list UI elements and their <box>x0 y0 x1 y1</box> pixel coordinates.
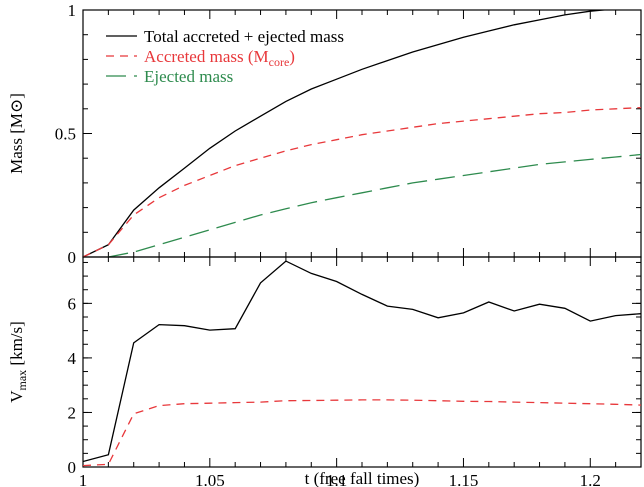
legend-label-ejected: Ejected mass <box>144 67 233 86</box>
mass-panel-series <box>83 10 641 257</box>
mass-y-tick-label: 0 <box>68 248 77 267</box>
vmax-y-tick-label: 0 <box>68 458 77 477</box>
vmax-y-tick-label: 4 <box>68 349 77 368</box>
mass-series-2-line <box>108 153 641 257</box>
vmax-panel: 0 2 4 6 1 1.05 1.1 1.15 1.2 Vmax [km/s] t (free … <box>7 256 642 487</box>
legend-label-total: Total accreted + ejected mass <box>144 27 344 46</box>
x-tick-label: 1.05 <box>195 471 225 487</box>
legend: Total accreted + ejected mass Accreted m… <box>106 27 344 86</box>
mass-series-0-line <box>83 10 610 257</box>
mass-y-tick-label: 1 <box>68 1 77 20</box>
vmax-panel-tick-labels: 0 2 4 6 1 1.05 1.1 1.15 1.2 <box>68 294 601 487</box>
vmax-y-axis-label-main: V <box>7 390 26 403</box>
mass-panel-tick-labels: 00.51 <box>55 1 76 267</box>
vmax-y-axis-label-sub: max <box>15 370 29 391</box>
x-tick-label: 1.15 <box>449 471 479 487</box>
legend-label-accreted-suffix: ) <box>289 47 295 66</box>
x-tick-label: 1.2 <box>580 471 601 487</box>
legend-label-accreted-main: Accreted mass (M <box>144 47 269 66</box>
mass-y-axis-label: Mass [M⊙] <box>7 93 26 174</box>
vmax-y-tick-label: 2 <box>68 403 77 422</box>
vmax-panel-frame <box>82 256 642 468</box>
vmax-panel-series <box>83 260 641 467</box>
mass-y-tick-label: 0.5 <box>55 125 76 144</box>
vmax-y-axis-label: Vmax [km/s] <box>7 321 29 403</box>
legend-label-accreted: Accreted mass (Mcore) <box>144 47 295 69</box>
mass-panel-ticks <box>82 9 642 258</box>
vmax-y-tick-label: 6 <box>68 294 77 313</box>
vmax-series-1-line <box>83 399 641 467</box>
vmax-y-axis-label-unit: [km/s] <box>7 321 26 370</box>
x-tick-label: 1.1 <box>326 471 347 487</box>
x-tick-label: 1 <box>79 471 88 487</box>
legend-label-accreted-sub: core <box>269 55 290 69</box>
vmax-series-0-line <box>83 260 641 463</box>
mass-series-1-line <box>83 106 641 257</box>
x-axis-label: t (free fall times) <box>305 469 420 487</box>
mass-panel: 00.51 Mass [M⊙] Total accreted + ejected… <box>7 1 642 267</box>
vmax-panel-ticks <box>82 257 642 468</box>
